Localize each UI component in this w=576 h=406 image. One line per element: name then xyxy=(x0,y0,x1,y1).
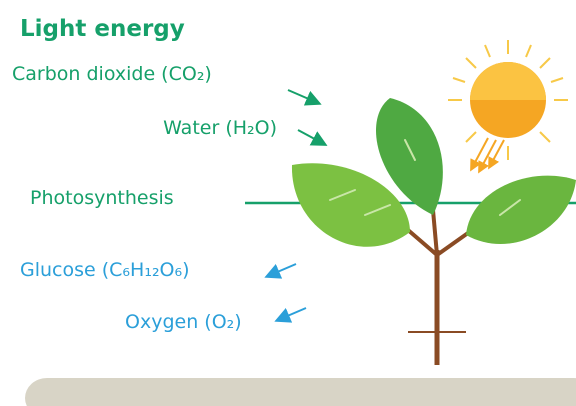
ground-bar xyxy=(25,378,576,406)
arrow xyxy=(278,308,306,320)
sun xyxy=(448,40,568,170)
arrow xyxy=(298,130,324,144)
arrow xyxy=(268,264,296,276)
page: Light energy Carbon dioxide (CO₂) Water … xyxy=(0,0,576,406)
output-label: Oxygen (O₂) xyxy=(125,311,242,333)
plant xyxy=(292,98,576,365)
input-label: Carbon dioxide (CO₂) xyxy=(12,63,212,85)
input-label: Water (H₂O) xyxy=(163,117,277,139)
title: Light energy xyxy=(20,16,185,42)
diagram: Light energy Carbon dioxide (CO₂) Water … xyxy=(0,0,576,406)
arrow xyxy=(288,90,318,103)
output-label: Glucose (C₆H₁₂O₆) xyxy=(20,259,190,281)
process-label: Photosynthesis xyxy=(30,187,174,209)
